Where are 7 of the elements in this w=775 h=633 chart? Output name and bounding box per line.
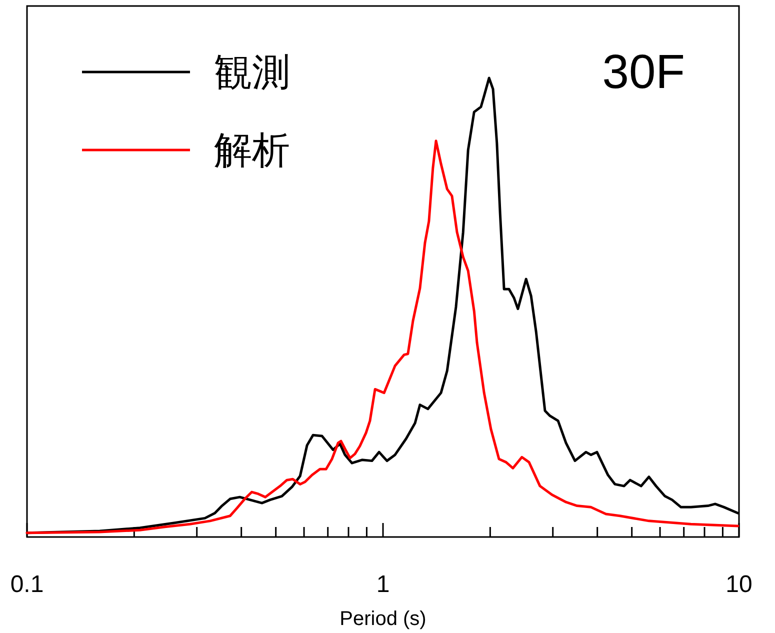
legend-label: 観測 [214,52,290,94]
legend-label: 解析 [214,130,290,172]
x-tick-label: 0.1 [10,571,44,598]
annotation: 30F [602,46,685,99]
x-axis-title: Period (s) [340,608,426,630]
x-tick-label: 1 [376,571,390,598]
x-tick-label: 10 [726,571,752,598]
